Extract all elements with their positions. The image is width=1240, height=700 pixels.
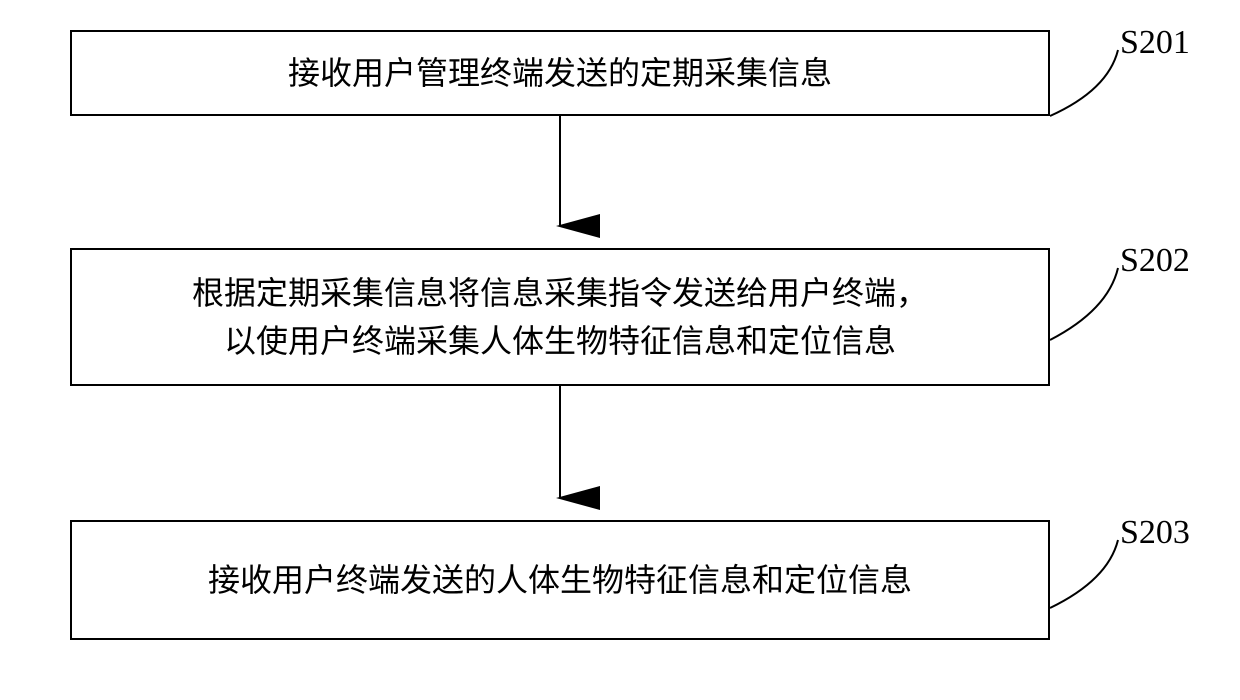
leader-line-2 xyxy=(1050,268,1118,340)
leader-line-3 xyxy=(1050,540,1118,608)
flow-connectors xyxy=(0,0,1240,700)
leader-line-1 xyxy=(1050,50,1118,116)
